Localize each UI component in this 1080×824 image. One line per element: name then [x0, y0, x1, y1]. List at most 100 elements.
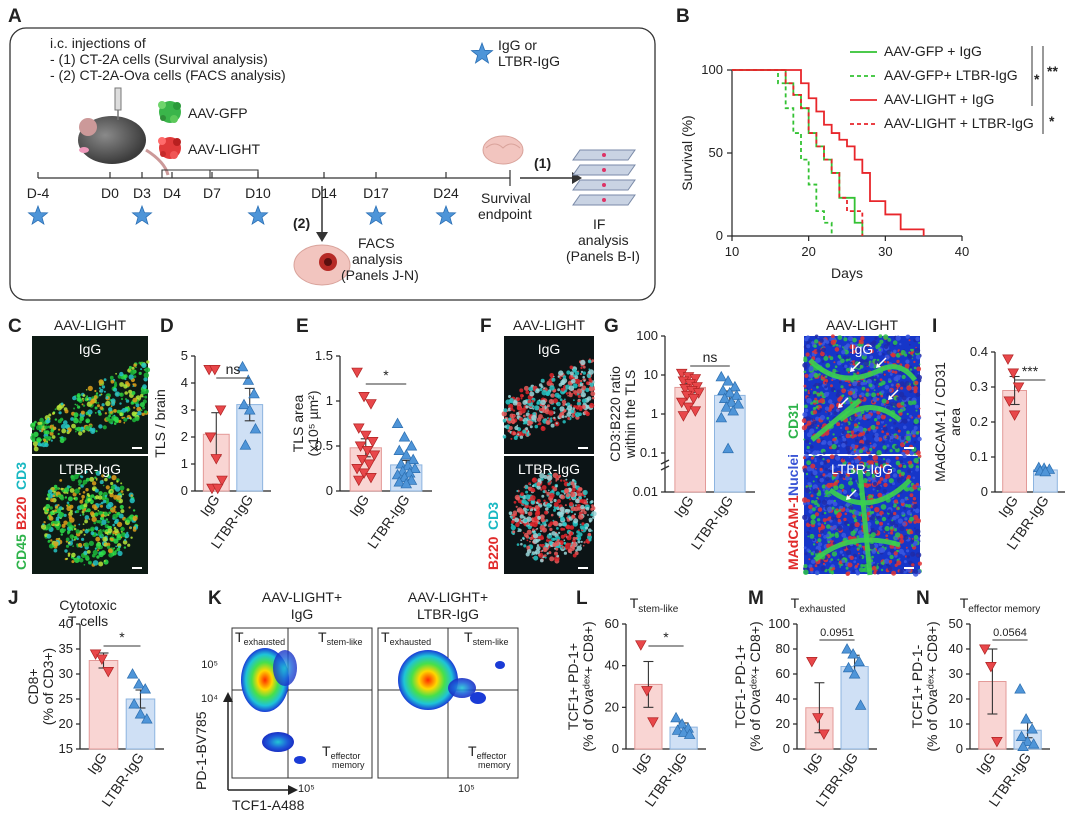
signal-dot [871, 555, 874, 559]
signal-dot [78, 483, 81, 486]
signal-dot [98, 520, 102, 524]
vessel [828, 478, 912, 506]
signal-dot [89, 400, 95, 405]
signal-dot [868, 454, 873, 459]
signal-dot [540, 530, 542, 533]
signal-dot [838, 344, 842, 348]
signal-dot [553, 375, 555, 378]
signal-dot [878, 352, 882, 356]
signal-dot [827, 506, 833, 512]
signal-dot [846, 461, 849, 464]
signal-dot [585, 381, 590, 385]
signal-dot [817, 383, 821, 387]
data-point [1008, 410, 1021, 421]
signal-dot [874, 383, 877, 386]
signal-dot [862, 564, 865, 567]
signal-dot [537, 478, 542, 483]
signal-dot [547, 503, 551, 507]
signal-dot [880, 547, 886, 553]
signal-dot [889, 513, 894, 518]
signal-dot [32, 441, 39, 447]
signal-dot [877, 515, 881, 519]
signal-dot [876, 570, 880, 575]
y-tick-label: 0 [716, 228, 723, 243]
signal-dot [897, 494, 900, 498]
signal-dot [811, 468, 815, 472]
signal-dot [906, 385, 912, 391]
signal-dot [125, 399, 130, 403]
signal-dot [581, 398, 587, 404]
signal-dot [502, 434, 507, 439]
signal-dot [578, 529, 580, 532]
signal-dot [877, 385, 880, 388]
signal-dot [847, 380, 851, 383]
signal-dot [135, 411, 138, 415]
signal-dot [818, 542, 823, 547]
vessel [813, 537, 901, 562]
signal-dot [575, 498, 580, 504]
signal-dot [904, 517, 908, 521]
signal-dot [816, 518, 821, 522]
signal-dot [563, 479, 566, 482]
signal-dot [891, 570, 897, 576]
arrow-2-head [316, 232, 328, 242]
signal-dot [108, 552, 114, 558]
signal-dot [536, 544, 540, 547]
signal-dot [564, 403, 568, 406]
signal-dot [132, 509, 136, 512]
signal-dot [527, 410, 530, 413]
signal-dot [855, 571, 860, 576]
signal-dot [572, 484, 576, 488]
signal-dot [806, 445, 810, 450]
signal-dot [533, 555, 539, 561]
signal-dot [858, 552, 860, 555]
data-point [718, 392, 731, 403]
signal-dot [811, 500, 815, 504]
day-label: D17 [363, 185, 389, 201]
signal-dot [115, 372, 117, 375]
signal-dot [89, 424, 93, 428]
signal-dot [914, 508, 920, 514]
signal-dot [832, 368, 837, 373]
signal-dot [523, 532, 529, 538]
signal-dot [912, 400, 917, 405]
signal-dot [804, 404, 808, 409]
signal-dot [846, 367, 851, 372]
signal-dot [46, 508, 50, 512]
signal-dot [880, 390, 885, 394]
tile-label: LTBR-IgG [831, 461, 893, 477]
signal-dot [845, 433, 851, 439]
signal-dot [519, 514, 524, 519]
signal-dot [891, 519, 894, 522]
signal-dot [582, 544, 585, 547]
signal-dot [73, 497, 76, 500]
signal-dot [849, 477, 853, 481]
signal-dot [840, 426, 843, 430]
signal-dot [121, 416, 124, 419]
signal-dot [548, 551, 552, 555]
signal-dot [874, 418, 878, 422]
signal-dot [832, 501, 838, 507]
signal-dot [66, 506, 72, 512]
signal-dot [560, 527, 564, 531]
signal-dot [917, 487, 921, 491]
signal-dot [567, 509, 571, 512]
y-axis-title: MAdCAM-1 / CD31 [932, 362, 948, 482]
signal-dot [530, 487, 536, 493]
signal-dot [571, 515, 575, 519]
signal-dot [860, 466, 865, 471]
signal-dot [537, 532, 542, 537]
x-axis-title: Days [831, 265, 863, 281]
signal-dot [516, 405, 522, 411]
signal-dot [43, 430, 48, 435]
y-axis-title: TLS / brain [152, 389, 168, 457]
signal-dot [118, 513, 124, 519]
signal-dot [881, 516, 887, 522]
arrow-icon [850, 367, 855, 372]
slides-icon [572, 149, 636, 206]
density-cluster [495, 661, 505, 669]
signal-dot [874, 520, 880, 525]
signal-dot [914, 528, 921, 535]
signal-dot [868, 383, 873, 388]
signal-dot [871, 565, 877, 571]
